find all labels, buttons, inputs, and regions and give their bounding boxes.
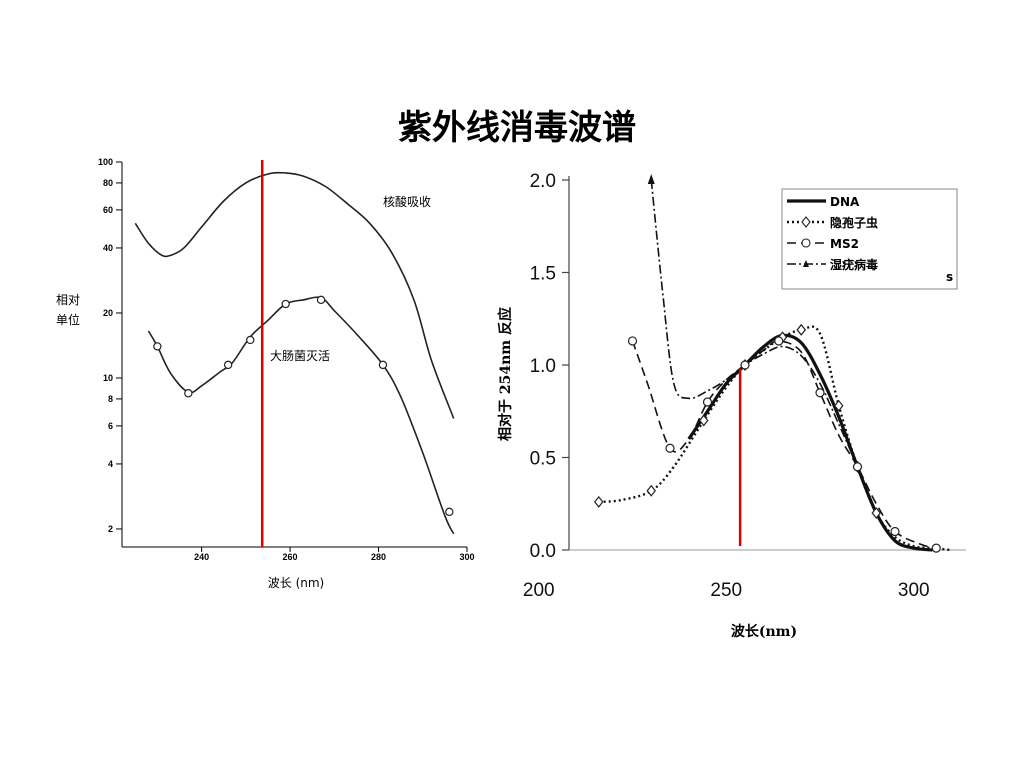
right-x-tick-label: 200 [523, 580, 555, 601]
left-data-point [281, 299, 290, 309]
left-y-tick-label: 20 [103, 308, 113, 318]
right-series-line-1 [598, 325, 952, 552]
left-y-tick-label: 6 [108, 421, 113, 431]
left-y-tick-label: 60 [103, 205, 113, 215]
right-x-axis-label: 波长(nm) [731, 623, 797, 640]
right-legend-marker [803, 260, 809, 267]
slide-title: 紫外线消毒波谱 [398, 108, 636, 148]
right-ms2-point [702, 397, 713, 407]
right-y-tick-label: 2.0 [530, 171, 556, 192]
left-data-point [153, 342, 162, 351]
right-legend-label-2: MS2 [830, 237, 859, 251]
left-data-point [246, 335, 255, 345]
left-y-tick-label: 40 [103, 243, 113, 253]
right-cryptosporidium-point [698, 414, 709, 427]
right-ms2-point [852, 462, 863, 472]
right-series-line-3 [650, 179, 915, 549]
right-ms2-point [931, 543, 941, 553]
left-y-axis-label: 相对 [56, 293, 80, 307]
right-y-tick-label: 0.5 [530, 449, 556, 470]
left-x-axis-label: 波长 (nm) [268, 576, 324, 590]
right-cryptosporidium-point [593, 495, 604, 508]
left-series-label-absorption: 核酸吸收 [383, 194, 431, 209]
left-data-point [223, 360, 233, 370]
right-ms2-point [774, 336, 784, 346]
left-y-tick-label: 80 [103, 178, 113, 188]
right-legend-label-3: 湿疣病毒 [830, 257, 878, 272]
left-data-point [316, 295, 326, 305]
right-cryptosporidium-point [646, 484, 657, 497]
right-series-line-2 [631, 340, 937, 549]
right-legend-label-1: 隐孢子虫 [830, 215, 878, 230]
left-y-tick-label: 4 [108, 459, 113, 469]
right-ms2-point [665, 443, 675, 453]
right-hpv-arrowhead [647, 174, 655, 184]
right-x-tick-label: 300 [898, 580, 930, 601]
left-data-point [184, 389, 193, 398]
right-legend-box [781, 188, 958, 290]
right-legend-marker [801, 238, 811, 248]
right-cryptosporidium-point [871, 507, 882, 519]
left-x-tick-label: 280 [371, 552, 386, 562]
left-series-line-1 [147, 296, 455, 535]
right-ms2-point [815, 388, 825, 398]
right-cryptosporidium-point [833, 399, 844, 412]
left-x-tick-label: 300 [459, 552, 474, 562]
left-y-tick-label: 100 [98, 157, 113, 167]
right-x-tick-label: 250 [710, 580, 742, 601]
left-series-label-ecoli: 大肠菌灭活 [270, 349, 330, 363]
left-y-tick-label: 8 [108, 394, 113, 404]
right-cryptosporidium-point [796, 323, 807, 336]
right-legend-label-0: DNA [830, 195, 860, 209]
left-data-point [378, 360, 388, 370]
right-ms2-point [890, 526, 900, 537]
right-y-tick-label: 1.0 [530, 356, 556, 377]
right-y-tick-label: 0.0 [530, 541, 556, 562]
left-x-tick-label: 240 [194, 552, 209, 562]
left-data-point [445, 507, 454, 517]
right-series-line-0 [687, 333, 933, 552]
right-legend-marker [801, 216, 811, 228]
left-y-axis-label: 单位 [56, 312, 80, 327]
right-y-axis-label: 相对于 254nm 反应 [497, 307, 514, 441]
right-legend-extra: s [946, 270, 953, 284]
right-ms2-point [740, 360, 750, 370]
left-y-tick-label: 2 [108, 524, 113, 534]
left-series-line-0 [134, 171, 455, 419]
right-y-tick-label: 1.5 [530, 264, 556, 285]
left-x-tick-label: 260 [283, 552, 298, 562]
right-ms2-point [627, 336, 638, 346]
left-y-tick-label: 10 [103, 373, 113, 383]
